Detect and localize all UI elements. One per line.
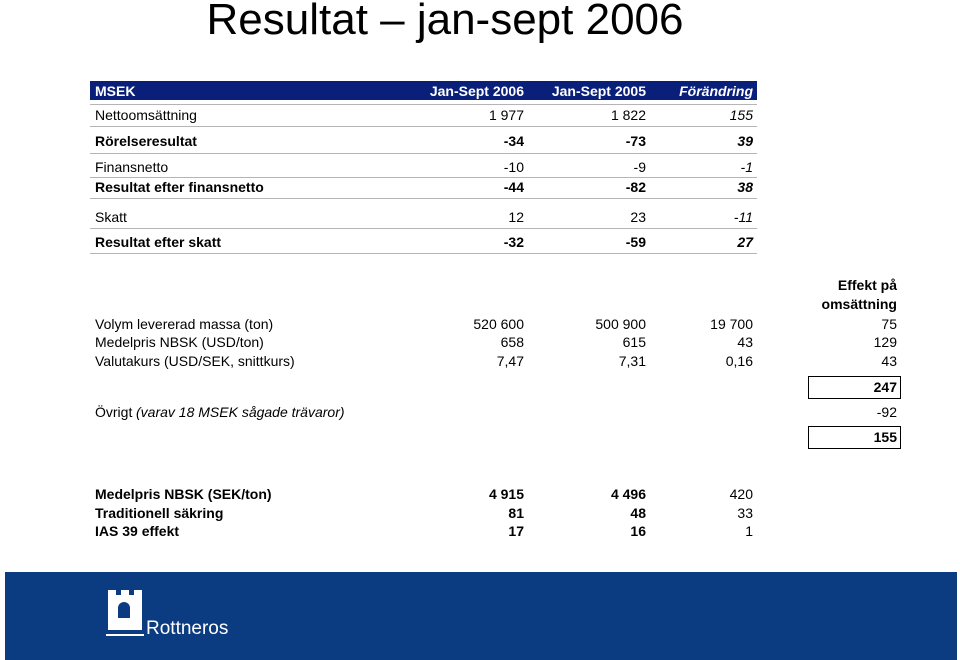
effect-cell: 615 <box>622 334 646 350</box>
effect-subtotal: 247 <box>873 379 897 395</box>
effect-cell: 500 900 <box>595 316 646 332</box>
subtotal-box <box>808 376 901 399</box>
table-cell: -1 <box>740 159 753 175</box>
row-label: Resultat efter skatt <box>95 234 222 250</box>
table-cell: 39 <box>737 133 753 149</box>
table-cell: -11 <box>733 209 753 225</box>
footer-band <box>5 572 957 660</box>
row-rule <box>90 104 757 105</box>
table-header-bar <box>90 81 757 100</box>
header-cell: Förändring <box>679 83 753 99</box>
price-cell: 81 <box>508 505 524 521</box>
table-cell: 38 <box>737 179 753 195</box>
effect-cell: 75 <box>881 316 897 332</box>
table-cell: 23 <box>630 209 646 225</box>
table-cell: -44 <box>503 179 524 195</box>
effect-cell: 43 <box>737 334 753 350</box>
total-box <box>808 426 901 449</box>
effect-cell: 0,16 <box>725 353 753 369</box>
price-cell: 48 <box>630 505 646 521</box>
row-label: Volym levererad massa (ton) <box>95 316 274 332</box>
row-label: Nettoomsättning <box>95 107 197 123</box>
row-label: IAS 39 effekt <box>95 523 180 539</box>
effect-cell: 520 600 <box>473 316 524 332</box>
row-rule <box>90 228 757 229</box>
row-rule <box>90 198 757 199</box>
table-cell: 1 977 <box>488 107 524 123</box>
row-rule <box>90 253 757 254</box>
effect-cell: 7,47 <box>496 353 524 369</box>
table-cell: 27 <box>737 234 753 250</box>
row-rule <box>90 153 757 154</box>
row-rule <box>90 177 757 178</box>
header-cell: Jan-Sept 2005 <box>551 83 646 99</box>
row-label: Medelpris NBSK (USD/ton) <box>95 334 264 350</box>
price-cell: 420 <box>729 486 753 502</box>
row-rule <box>90 126 757 127</box>
row-label: Medelpris NBSK (SEK/ton) <box>95 486 272 502</box>
table-cell: -9 <box>633 159 646 175</box>
table-cell: -10 <box>503 159 524 175</box>
effect-cell: 43 <box>881 353 897 369</box>
row-label: Övrigt <box>95 404 133 420</box>
row-label: Skatt <box>95 209 127 225</box>
effect-cell: 7,31 <box>618 353 646 369</box>
table-cell: -34 <box>503 133 524 149</box>
row-label: Traditionell säkring <box>95 505 224 521</box>
table-cell: 155 <box>729 107 753 123</box>
price-cell: 1 <box>745 523 753 539</box>
effect-cell: 129 <box>873 334 897 350</box>
effect-cell: -92 <box>876 404 897 420</box>
effect-cell: 19 700 <box>710 316 753 332</box>
table-cell: -32 <box>503 234 524 250</box>
header-cell: MSEK <box>95 83 136 99</box>
price-cell: 4 915 <box>488 486 524 502</box>
table-cell: -82 <box>625 179 646 195</box>
logo-text: Rottneros <box>146 618 229 639</box>
table-cell: 12 <box>508 209 524 225</box>
price-cell: 16 <box>630 523 646 539</box>
row-note: (varav 18 MSEK sågade trävaror) <box>136 404 345 420</box>
effect-heading: Effekt på <box>837 277 897 293</box>
table-cell: 1 822 <box>610 107 646 123</box>
row-label: Valutakurs (USD/SEK, snittkurs) <box>95 353 295 369</box>
row-label: Resultat efter finansnetto <box>95 179 264 195</box>
effect-cell: 658 <box>500 334 524 350</box>
table-cell: -59 <box>625 234 646 250</box>
price-cell: 33 <box>737 505 753 521</box>
header-cell: Jan-Sept 2006 <box>429 83 524 99</box>
effect-heading: omsättning <box>821 296 897 312</box>
table-cell: -73 <box>625 133 646 149</box>
logo-icon <box>106 590 144 636</box>
price-cell: 4 496 <box>610 486 646 502</box>
price-cell: 17 <box>508 523 524 539</box>
row-label: Rörelseresultat <box>95 133 197 149</box>
slide-title: Resultat – jan-sept 2006 <box>206 0 684 44</box>
row-label: Finansnetto <box>95 159 169 175</box>
effect-total: 155 <box>873 429 897 445</box>
